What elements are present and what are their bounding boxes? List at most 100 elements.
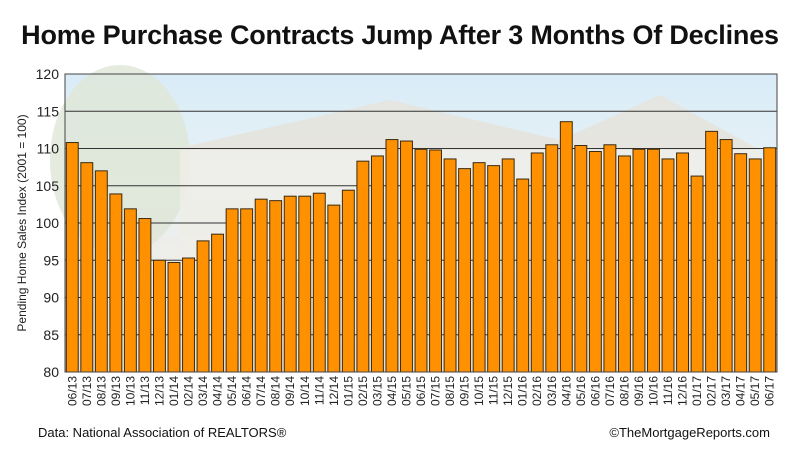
x-tick-label: 09/16 [632, 376, 646, 406]
y-tick-label: 115 [37, 103, 60, 119]
x-tick-label: 04/14 [211, 376, 225, 406]
bar-06/14 [240, 208, 254, 373]
x-tick-label: 03/17 [719, 376, 733, 406]
x-tick-label: 02/16 [530, 376, 544, 406]
x-tick-label: 02/14 [182, 376, 196, 406]
x-tick-label: 04/16 [559, 376, 573, 406]
x-tick-label: 01/17 [690, 376, 704, 406]
x-tick-label: 07/15 [429, 376, 443, 406]
y-tick-label: 95 [43, 252, 59, 268]
bar-06/16 [588, 150, 602, 373]
x-tick-label: 09/14 [283, 376, 297, 406]
x-tick-label: 05/16 [574, 376, 588, 406]
x-tick-label: 10/13 [123, 376, 137, 406]
x-tick-label: 11/14 [312, 376, 326, 405]
x-tick-label: 01/15 [341, 376, 355, 406]
x-tick-label: 04/15 [385, 376, 399, 406]
y-tick-label: 80 [43, 364, 59, 380]
bar-05/16 [574, 145, 588, 373]
y-axis-label: Pending Home Sales Index (2001 = 100) [15, 114, 29, 331]
x-tick-label: 03/15 [370, 376, 384, 406]
x-tick-label: 11/13 [138, 376, 152, 405]
bar-10/13 [123, 208, 137, 373]
bar-07/16 [603, 144, 617, 373]
bar-07/14 [254, 198, 268, 373]
x-tick-label: 09/15 [458, 376, 472, 406]
bar-02/16 [530, 152, 544, 373]
bar-04/17 [734, 153, 748, 373]
bar-12/14 [327, 204, 341, 373]
x-tick-label: 08/13 [94, 376, 108, 406]
bar-01/16 [516, 178, 530, 373]
bar-08/14 [269, 200, 283, 373]
bar-12/15 [501, 158, 515, 373]
bar-11/15 [487, 165, 501, 373]
x-axis-ticks: 06/13 07/13 08/13 09/13 10/13 11/13 12/13 01/14… [65, 376, 776, 406]
plot-frame [64, 73, 778, 373]
bar-08/16 [617, 155, 631, 373]
x-tick-label: 03/14 [196, 376, 210, 406]
x-tick-label: 12/13 [152, 376, 166, 406]
bar-05/17 [748, 158, 762, 373]
bar-08/15 [443, 158, 457, 373]
bar-06/15 [414, 148, 428, 373]
x-tick-label: 08/15 [443, 376, 457, 406]
x-tick-label: 11/15 [487, 376, 501, 405]
bar-03/15 [370, 155, 384, 373]
x-tick-label: 04/17 [734, 376, 748, 406]
bar-08/13 [94, 170, 108, 373]
bar-03/17 [719, 139, 733, 373]
y-tick-label: 120 [36, 66, 60, 82]
chart-title: Home Purchase Contracts Jump After 3 Mon… [21, 20, 779, 50]
bar-03/16 [545, 144, 559, 373]
x-tick-label: 05/14 [225, 376, 239, 406]
x-tick-label: 10/14 [298, 376, 312, 406]
credit: ©TheMortgageReports.com [609, 425, 770, 440]
x-tick-label: 02/15 [356, 376, 370, 406]
bar-02/17 [705, 130, 719, 373]
x-tick-label: 08/14 [269, 376, 283, 406]
x-tick-label: 01/14 [167, 376, 181, 406]
x-tick-label: 10/16 [646, 376, 660, 406]
x-tick-label: 06/17 [763, 376, 777, 406]
x-tick-label: 07/14 [254, 376, 268, 406]
y-axis-ticks: 80 85 90 95 100 105 110 115 120 [36, 66, 60, 380]
y-tick-label: 110 [37, 141, 60, 157]
bar-09/13 [109, 193, 123, 373]
y-tick-label: 100 [36, 215, 60, 231]
bar-03/14 [196, 240, 210, 373]
bar-10/16 [647, 148, 660, 373]
x-tick-label: 12/16 [676, 376, 690, 406]
bar-01/15 [341, 189, 355, 373]
x-tick-label: 05/17 [748, 376, 762, 406]
y-tick-label: 105 [36, 178, 60, 194]
x-tick-label: 12/14 [327, 376, 341, 406]
bar-04/16 [559, 121, 573, 373]
x-tick-label: 08/16 [617, 376, 631, 406]
x-tick-label: 12/15 [501, 376, 515, 406]
x-tick-label: 06/14 [240, 376, 254, 406]
x-tick-label: 11/16 [661, 376, 675, 405]
bar-09/15 [458, 168, 472, 373]
x-tick-label: 06/16 [588, 376, 602, 406]
bars [65, 121, 777, 373]
house-roof-shape [170, 95, 760, 150]
bar-01/14 [167, 261, 181, 373]
bar-04/14 [211, 233, 225, 373]
bar-04/15 [385, 139, 399, 373]
bar-12/16 [676, 152, 690, 373]
bar-06/13 [65, 142, 79, 373]
bar-09/16 [632, 148, 646, 373]
bar-07/13 [80, 162, 94, 373]
x-tick-label: 05/15 [399, 376, 413, 406]
bar-10/15 [472, 162, 486, 373]
bar-02/15 [356, 160, 370, 373]
y-tick-label: 85 [43, 327, 59, 343]
bar-05/15 [400, 140, 413, 373]
x-tick-label: 07/13 [80, 376, 94, 406]
x-tick-label: 07/16 [603, 376, 617, 406]
bar-05/14 [225, 208, 239, 373]
x-tick-label: 02/17 [705, 376, 719, 406]
bar-09/14 [283, 195, 297, 373]
